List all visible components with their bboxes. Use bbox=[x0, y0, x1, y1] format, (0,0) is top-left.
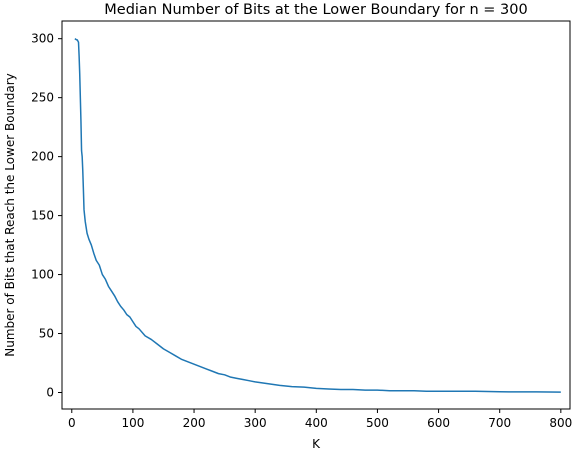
x-tick-label: 200 bbox=[183, 416, 206, 430]
x-tick-label: 300 bbox=[244, 416, 267, 430]
chart-title: Median Number of Bits at the Lower Bound… bbox=[104, 2, 527, 18]
x-tick-label: 0 bbox=[68, 416, 76, 430]
series-line bbox=[74, 38, 561, 393]
y-axis-label: Number of Bits that Reach the Lower Boun… bbox=[3, 73, 17, 357]
x-tick-label: 100 bbox=[121, 416, 144, 430]
x-tick-label: 500 bbox=[366, 416, 389, 430]
y-tick-label: 250 bbox=[31, 91, 54, 105]
x-tick-label: 400 bbox=[305, 416, 328, 430]
plot-area bbox=[61, 20, 571, 410]
x-tick-label: 600 bbox=[427, 416, 450, 430]
x-tick-label: 800 bbox=[549, 416, 572, 430]
y-tick-label: 100 bbox=[31, 268, 54, 282]
x-axis-label: K bbox=[312, 437, 321, 451]
x-tick-label: 700 bbox=[488, 416, 511, 430]
y-tick-label: 50 bbox=[39, 327, 54, 341]
y-tick-label: 300 bbox=[31, 32, 54, 46]
y-tick-label: 200 bbox=[31, 150, 54, 164]
y-tick-label: 0 bbox=[46, 385, 54, 399]
y-tick-label: 150 bbox=[31, 209, 54, 223]
